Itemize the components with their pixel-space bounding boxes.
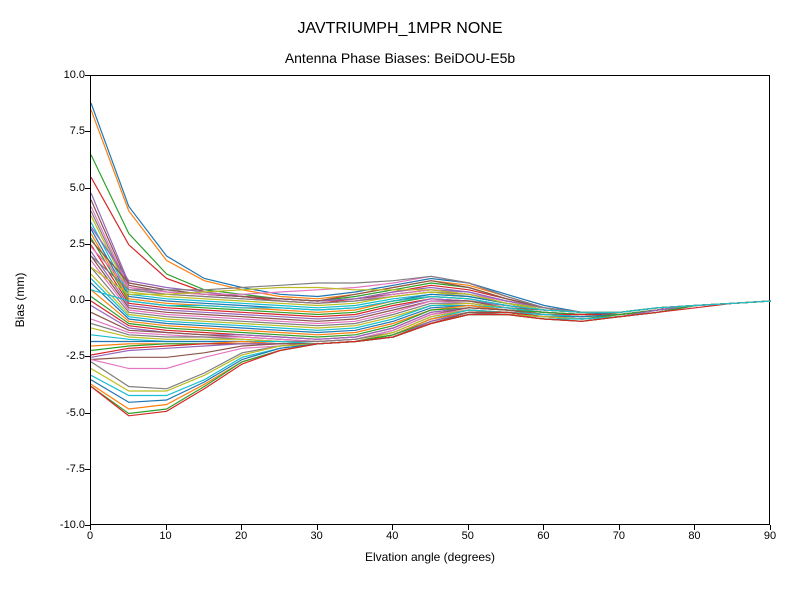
ytick-label: 0.0: [45, 294, 85, 306]
xtick-mark: [694, 525, 695, 530]
xtick-mark: [770, 525, 771, 530]
ytick-mark: [85, 413, 90, 414]
xtick-label: 10: [159, 530, 171, 542]
ytick-mark: [85, 188, 90, 189]
y-axis-label: Bias (mm): [13, 273, 27, 328]
xtick-mark: [241, 525, 242, 530]
ytick-mark: [85, 244, 90, 245]
xtick-mark: [619, 525, 620, 530]
ytick-mark: [85, 525, 90, 526]
xtick-mark: [392, 525, 393, 530]
ytick-mark: [85, 356, 90, 357]
xtick-mark: [543, 525, 544, 530]
line-plot-svg: [91, 76, 771, 526]
xtick-label: 20: [235, 530, 247, 542]
ytick-label: -5.0: [45, 407, 85, 419]
series-line: [91, 110, 771, 315]
xtick-label: 60: [537, 530, 549, 542]
xtick-label: 90: [764, 530, 776, 542]
xtick-label: 80: [688, 530, 700, 542]
xtick-mark: [468, 525, 469, 530]
ytick-mark: [85, 75, 90, 76]
ytick-label: 5.0: [45, 182, 85, 194]
plot-area: [90, 75, 770, 525]
chart-super-title: JAVTRIUMPH_1MPR NONE: [0, 20, 800, 38]
ytick-label: 10.0: [45, 69, 85, 81]
xtick-mark: [90, 525, 91, 530]
chart-container: JAVTRIUMPH_1MPR NONE Antenna Phase Biase…: [0, 0, 800, 600]
xtick-label: 70: [613, 530, 625, 542]
series-line: [91, 155, 771, 312]
xtick-label: 0: [87, 530, 93, 542]
series-line: [91, 301, 771, 396]
ytick-mark: [85, 131, 90, 132]
xtick-label: 50: [462, 530, 474, 542]
xtick-label: 30: [311, 530, 323, 542]
series-line: [91, 216, 771, 313]
ytick-mark: [85, 300, 90, 301]
ytick-label: -10.0: [45, 519, 85, 531]
ytick-label: -2.5: [45, 350, 85, 362]
chart-title: Antenna Phase Biases: BeiDOU-E5b: [0, 50, 800, 66]
ytick-label: -7.5: [45, 463, 85, 475]
xtick-mark: [166, 525, 167, 530]
ytick-label: 7.5: [45, 125, 85, 137]
xtick-label: 40: [386, 530, 398, 542]
xtick-mark: [317, 525, 318, 530]
x-axis-label: Elvation angle (degrees): [365, 550, 495, 564]
ytick-label: 2.5: [45, 238, 85, 250]
series-line: [91, 227, 771, 313]
ytick-mark: [85, 469, 90, 470]
